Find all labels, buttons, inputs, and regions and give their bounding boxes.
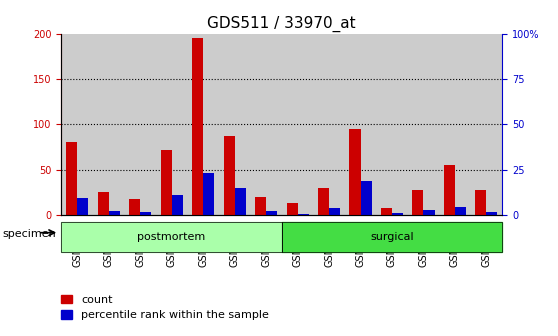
Text: postmortem: postmortem	[137, 232, 206, 242]
Bar	[381, 208, 392, 215]
Bar	[455, 207, 466, 215]
Bar	[203, 173, 214, 215]
Bar	[282, 222, 502, 252]
Bar	[255, 197, 266, 215]
Bar	[161, 150, 172, 215]
Bar	[62, 34, 92, 215]
Bar	[282, 222, 502, 252]
Bar	[61, 222, 282, 252]
Bar	[109, 210, 119, 215]
Bar	[234, 188, 246, 215]
Bar	[188, 34, 218, 215]
Bar	[360, 181, 372, 215]
Bar	[94, 34, 124, 215]
Legend: count, percentile rank within the sample: count, percentile rank within the sample	[61, 295, 269, 320]
Bar	[156, 34, 187, 215]
Bar	[125, 34, 155, 215]
Text: surgical: surgical	[370, 232, 414, 242]
Bar	[77, 198, 88, 215]
Bar	[314, 34, 344, 215]
Bar	[282, 34, 312, 215]
Title: GDS511 / 33970_at: GDS511 / 33970_at	[208, 16, 356, 32]
Bar	[172, 195, 182, 215]
Bar	[219, 34, 249, 215]
Bar	[349, 129, 360, 215]
Bar	[412, 190, 424, 215]
Bar	[286, 203, 297, 215]
Bar	[377, 34, 407, 215]
Bar	[487, 212, 498, 215]
Bar	[129, 199, 140, 215]
Bar	[318, 188, 329, 215]
Bar	[408, 34, 439, 215]
Bar	[329, 208, 340, 215]
Bar	[475, 190, 487, 215]
Bar	[251, 34, 281, 215]
Bar	[297, 214, 309, 215]
Bar	[192, 38, 203, 215]
Bar	[266, 211, 277, 215]
Bar	[345, 34, 376, 215]
Bar	[66, 142, 77, 215]
Bar	[424, 210, 435, 215]
Text: specimen: specimen	[3, 228, 56, 239]
Bar	[472, 34, 502, 215]
Bar	[140, 212, 151, 215]
Bar	[444, 165, 455, 215]
Bar	[61, 222, 282, 252]
Bar	[98, 192, 109, 215]
Bar	[392, 213, 403, 215]
Bar	[440, 34, 470, 215]
Bar	[224, 136, 234, 215]
